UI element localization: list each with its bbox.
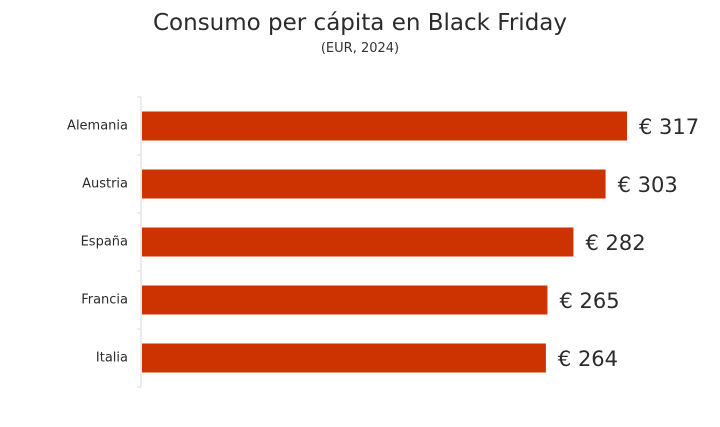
labels: Alemania € 317 Austria € 303 España € 282 Fran…	[67, 115, 699, 371]
chart-subtitle: (EUR, 2024)	[320, 41, 400, 56]
value-label: € 303	[618, 173, 678, 197]
category-label: Francia	[81, 293, 128, 308]
value-label: € 264	[558, 347, 618, 371]
bar-alemania	[142, 111, 627, 141]
value-label: € 265	[559, 289, 619, 313]
bar-francia	[142, 285, 548, 315]
bar-italia	[142, 343, 546, 373]
category-label: Italia	[96, 351, 128, 366]
value-label: € 317	[639, 115, 699, 139]
chart-title: Consumo per cápita en Black Friday	[152, 10, 567, 36]
bar-españa	[142, 227, 574, 257]
bars	[142, 111, 627, 373]
bar-austria	[142, 169, 606, 199]
category-label: España	[81, 235, 128, 250]
category-label: Alemania	[67, 119, 128, 134]
value-label: € 282	[585, 231, 645, 255]
category-label: Austria	[82, 177, 128, 192]
axis	[137, 96, 142, 388]
